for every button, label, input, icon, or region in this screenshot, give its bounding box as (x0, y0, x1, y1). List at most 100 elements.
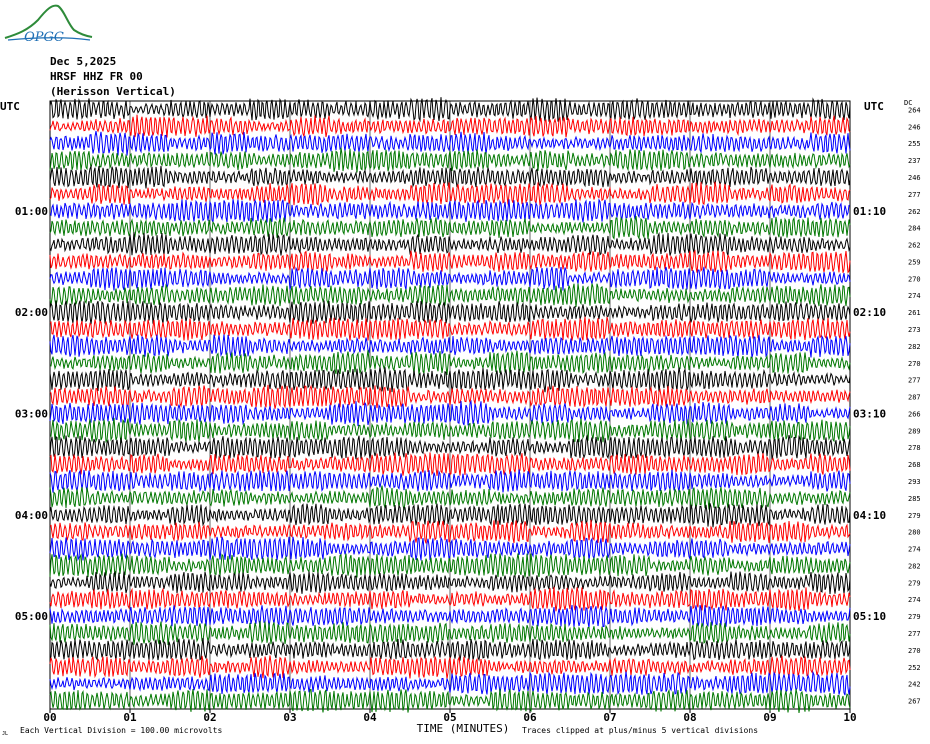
trace-line (49, 485, 851, 511)
dc-offset-label: 279 (908, 512, 921, 520)
left-hour-label: 05:00 (15, 610, 48, 623)
x-axis-label: TIME (MINUTES) (417, 722, 510, 735)
x-tick-label: 00 (43, 711, 56, 724)
dc-offset-label: 259 (908, 258, 921, 266)
trace-line (49, 620, 851, 646)
mountain-logo-shadow (7, 37, 91, 41)
header-station: HRSF HHZ FR 00 (50, 70, 143, 83)
trace-line (49, 130, 851, 156)
scale-note: Each Vertical Division = 100.00 microvol… (20, 726, 222, 735)
logo-text: OPGC (24, 30, 64, 45)
dc-offset-label: 267 (908, 698, 921, 706)
trace-line (49, 503, 851, 528)
dc-offset-label: 268 (908, 461, 921, 469)
trace-line (49, 316, 851, 341)
opgc-logo: OPGC (4, 4, 93, 45)
dc-offset-label: 255 (908, 140, 921, 148)
dc-offset-label: 270 (908, 275, 921, 283)
trace-line (49, 97, 851, 123)
right-hour-label: 05:10 (853, 610, 886, 623)
dc-offset-label: 273 (908, 326, 921, 334)
dc-offset-label: 282 (908, 562, 921, 570)
dc-offset-label: 270 (908, 647, 921, 655)
trace-line (49, 300, 851, 325)
dc-label: DC (904, 99, 912, 107)
trace-lines (49, 97, 851, 713)
dc-offset-label: 262 (908, 208, 921, 216)
trace-line (49, 266, 851, 291)
left-hour-label: 01:00 (15, 205, 48, 218)
dc-offset-label: 285 (908, 495, 921, 503)
x-tick-label: 07 (603, 711, 616, 724)
trace-line (49, 198, 851, 223)
dc-offset-label: 261 (908, 309, 921, 317)
dc-offset-label: 274 (908, 596, 921, 604)
dc-offset-label: 279 (908, 613, 921, 621)
right-hour-label: 03:10 (853, 407, 886, 420)
right-axis-title: UTC (864, 100, 884, 113)
dc-offset-label: 252 (908, 664, 921, 672)
x-tick-label: 08 (683, 711, 696, 724)
x-tick-label: 09 (763, 711, 776, 724)
trace-line (49, 469, 851, 493)
dc-offset-label: 242 (908, 681, 921, 689)
trace-line (49, 334, 851, 358)
dc-offset-label: 274 (908, 292, 921, 300)
right-hour-label: 02:10 (853, 306, 886, 319)
dc-offset-label: 287 (908, 394, 921, 402)
trace-line (49, 231, 851, 256)
trace-line (49, 670, 851, 696)
x-tick-label: 05 (443, 711, 456, 724)
trace-line (49, 688, 851, 713)
dc-offset-label: 293 (908, 478, 921, 486)
dc-offset-label: 246 (908, 123, 921, 131)
left-hour-label: 03:00 (15, 407, 48, 420)
corner-mark: JL (2, 731, 8, 737)
trace-line (49, 417, 851, 444)
right-hour-label: 01:10 (853, 205, 886, 218)
trace-line (49, 350, 851, 375)
dc-offset-label: 277 (908, 377, 921, 385)
dc-offset-label: 279 (908, 579, 921, 587)
trace-line (49, 384, 851, 409)
trace-line (49, 519, 851, 544)
dc-offset-label: 237 (908, 157, 921, 165)
dc-offset-label: 284 (908, 225, 921, 233)
dc-offset-label: 277 (908, 191, 921, 199)
trace-line (49, 535, 851, 562)
x-tick-label: 02 (203, 711, 216, 724)
header-date: Dec 5,2025 (50, 55, 116, 68)
trace-line (49, 604, 851, 629)
trace-line (49, 399, 851, 427)
mountain-logo-icon (4, 4, 93, 39)
clip-note: Traces clipped at plus/minus 5 vertical … (522, 726, 758, 735)
trace-line (49, 164, 851, 189)
trace-line (49, 181, 851, 206)
trace-line (49, 434, 851, 460)
dc-offset-label: 264 (908, 106, 921, 114)
left-hour-label: 04:00 (15, 509, 48, 522)
dc-offset-label: 262 (908, 242, 921, 250)
x-tick-label: 03 (283, 711, 296, 724)
dc-offset-label: 278 (908, 444, 921, 452)
dc-offset-label: 277 (908, 630, 921, 638)
right-hour-label: 04:10 (853, 509, 886, 522)
trace-line (49, 586, 851, 612)
trace-line (49, 452, 851, 476)
dc-offset-label: 282 (908, 343, 921, 351)
dc-offset-label: 266 (908, 410, 921, 418)
trace-line (49, 114, 851, 138)
trace-line (49, 655, 851, 679)
left-axis-title: UTC (0, 100, 20, 113)
x-tick-label: 04 (363, 711, 377, 724)
trace-line (49, 249, 851, 274)
dc-offset-label: 289 (908, 427, 921, 435)
trace-line (49, 553, 851, 578)
trace-line (49, 367, 851, 393)
dc-offset-label: 280 (908, 529, 921, 537)
x-tick-label: 01 (123, 711, 137, 724)
header-description: (Herisson Vertical) (50, 85, 176, 98)
left-hour-label: 02:00 (15, 306, 48, 319)
trace-line (49, 283, 851, 308)
